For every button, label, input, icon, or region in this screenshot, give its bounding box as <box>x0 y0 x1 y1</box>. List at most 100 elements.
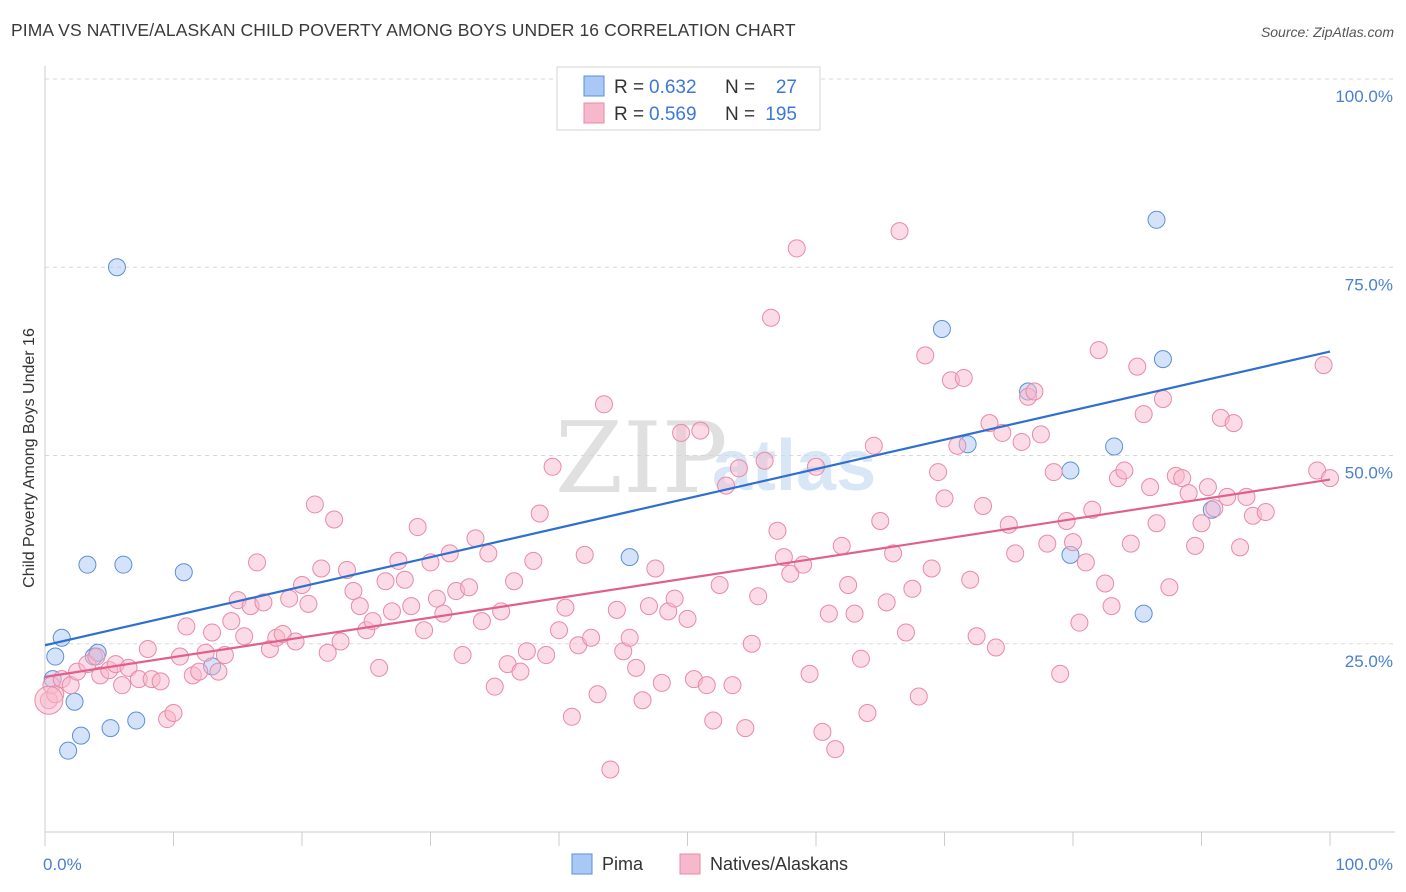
pima-point <box>46 647 65 666</box>
natives-swatch <box>583 102 605 124</box>
natives-point <box>582 628 601 647</box>
natives-point <box>235 627 254 646</box>
natives-point <box>550 621 568 640</box>
natives-point <box>1141 478 1160 497</box>
pima-n-label: N = <box>725 77 755 98</box>
natives-point <box>350 597 369 616</box>
y-tick-labels: 25.0% 50.0% 75.0% 100.0% <box>1335 87 1393 671</box>
natives-point <box>916 346 935 365</box>
natives-point <box>1160 578 1179 597</box>
natives-point <box>1025 382 1044 401</box>
natives-point <box>851 649 870 668</box>
natives-point <box>903 579 922 598</box>
natives-point <box>922 559 941 578</box>
natives-point <box>543 457 562 476</box>
natives-point <box>646 559 665 578</box>
gridlines <box>45 78 1395 645</box>
chart-title: PIMA VS NATIVE/ALASKAN CHILD POVERTY AMO… <box>11 20 796 40</box>
natives-point <box>620 628 639 647</box>
legend-natives-label: Natives/Alaskans <box>710 854 848 874</box>
natives-point <box>254 593 273 612</box>
x-tick-label-min: 0.0% <box>43 855 82 874</box>
natives-point <box>517 642 536 661</box>
natives-point <box>222 612 241 631</box>
natives-point <box>434 604 453 623</box>
natives-point <box>1186 536 1205 555</box>
natives-point <box>1314 356 1333 375</box>
natives-point <box>877 593 896 612</box>
natives-point <box>34 685 64 715</box>
natives-point <box>627 658 646 677</box>
natives-point <box>819 604 838 623</box>
natives-point <box>762 308 781 327</box>
natives-point <box>1051 664 1070 683</box>
natives-point <box>415 621 434 640</box>
series-legend: Pima Natives/Alaskans <box>571 853 848 875</box>
pima-r-label: R = <box>614 77 644 98</box>
natives-point <box>594 395 613 414</box>
y-tick-label: 25.0% <box>1345 652 1393 671</box>
natives-point <box>948 436 967 455</box>
natives-point <box>511 662 530 681</box>
pima-point <box>1134 604 1153 623</box>
natives-point <box>884 544 903 563</box>
natives-point <box>736 719 755 738</box>
natives-point <box>113 676 132 695</box>
natives-point <box>1121 534 1140 553</box>
natives-point <box>1173 469 1192 488</box>
natives-point <box>1102 597 1121 616</box>
watermark-zip: ZIP <box>555 402 728 516</box>
natives-point <box>601 760 620 779</box>
natives-point <box>299 594 318 613</box>
natives-r-label: R = <box>614 104 644 125</box>
natives-point <box>961 570 980 589</box>
pima-trendline <box>44 350 1331 647</box>
natives-point <box>177 617 196 636</box>
natives-point <box>967 627 986 646</box>
natives-point <box>710 576 729 595</box>
natives-point <box>890 222 909 241</box>
pima-point <box>1147 210 1166 229</box>
natives-point <box>331 632 350 651</box>
x-tick-label-max: 100.0% <box>1335 855 1393 874</box>
natives-r-value: 0.569 <box>649 104 697 125</box>
natives-point <box>318 643 337 662</box>
natives-point <box>697 676 716 695</box>
natives-point <box>652 673 671 692</box>
natives-trendline <box>44 478 1331 678</box>
y-tick-label: 50.0% <box>1345 464 1393 483</box>
pima-n-value: 27 <box>776 77 797 98</box>
natives-point <box>427 589 446 608</box>
natives-point <box>774 548 793 567</box>
natives-point <box>974 496 993 515</box>
pima-point <box>932 319 951 338</box>
stats-legend: R = 0.632 N = 27 R = 0.569 N = 195 <box>556 66 821 131</box>
natives-n-label: N = <box>725 104 755 125</box>
natives-point <box>1064 533 1082 552</box>
natives-point <box>1134 405 1153 424</box>
natives-point <box>556 598 575 617</box>
natives-point <box>607 600 626 619</box>
natives-point <box>460 578 479 597</box>
natives-point <box>678 609 697 628</box>
y-axis-label: Child Poverty Among Boys Under 16 <box>21 328 38 588</box>
natives-point <box>1038 534 1057 553</box>
pima-point <box>101 719 120 738</box>
pima-point <box>127 711 146 730</box>
natives-point <box>1012 432 1031 451</box>
natives-point <box>749 587 768 606</box>
x-tick-labels: 0.0% 100.0% <box>43 855 1393 874</box>
pima-point <box>71 726 90 745</box>
natives-point <box>376 572 395 591</box>
natives-point <box>1147 514 1166 533</box>
natives-point <box>575 545 594 564</box>
natives-point <box>864 436 883 455</box>
natives-point <box>1231 538 1250 557</box>
natives-point <box>723 676 742 695</box>
natives-point <box>800 664 819 683</box>
natives-point <box>1076 553 1095 572</box>
natives-point <box>402 597 421 616</box>
y-tick-label: 75.0% <box>1345 275 1393 294</box>
natives-point <box>344 582 363 601</box>
